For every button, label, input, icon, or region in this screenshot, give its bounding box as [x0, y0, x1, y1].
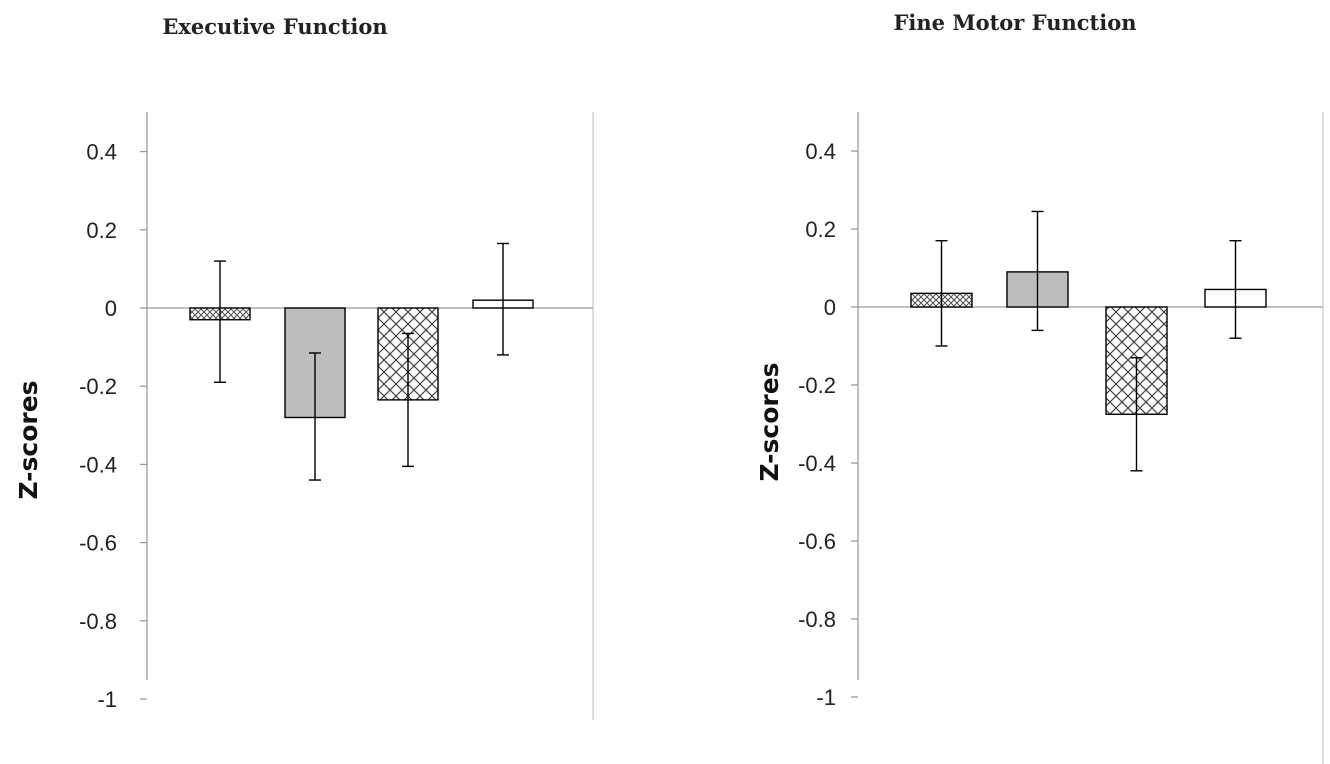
chart-executive-function: Executive Function Z-scores 0.4 0.2 0 -0.2 -…	[14, 14, 594, 720]
y-tick-label: -0.8	[798, 607, 836, 632]
y-tick-label: 0.4	[86, 140, 117, 165]
chart-title: Executive Function	[162, 14, 387, 39]
chart-fine-motor-function: Fine Motor Function Z-scores 0.4 0.2 0 -0.2…	[755, 10, 1324, 764]
y-tick-label: -1	[97, 687, 117, 712]
y-tick-label: -1	[816, 685, 836, 710]
y-tick-label: 0.2	[86, 218, 117, 243]
y-tick-label: 0.2	[805, 217, 836, 242]
y-tick-labels: 0.4 0.2 0 -0.2 -0.4 -0.6 -0.8 -1	[798, 139, 858, 710]
y-tick-label: -0.2	[798, 373, 836, 398]
bar-group	[910, 210, 1267, 472]
y-tick-label: -0.4	[798, 451, 836, 476]
y-tick-label: -0.6	[798, 529, 836, 554]
y-tick-label: 0	[824, 295, 836, 320]
y-tick-label: -0.6	[79, 531, 117, 556]
y-tick-label: 0	[105, 296, 117, 321]
y-axis-label: Z-scores	[755, 362, 784, 481]
y-tick-label: -0.2	[79, 374, 117, 399]
bar-group	[189, 242, 534, 481]
chart-title: Fine Motor Function	[894, 10, 1137, 35]
y-axis-label: Z-scores	[14, 380, 43, 499]
y-tick-label: -0.8	[79, 609, 117, 634]
y-tick-label: -0.4	[79, 452, 117, 477]
y-tick-label: 0.4	[805, 139, 836, 164]
y-tick-labels: 0.4 0.2 0 -0.2 -0.4 -0.6 -0.8 -1	[79, 140, 147, 712]
